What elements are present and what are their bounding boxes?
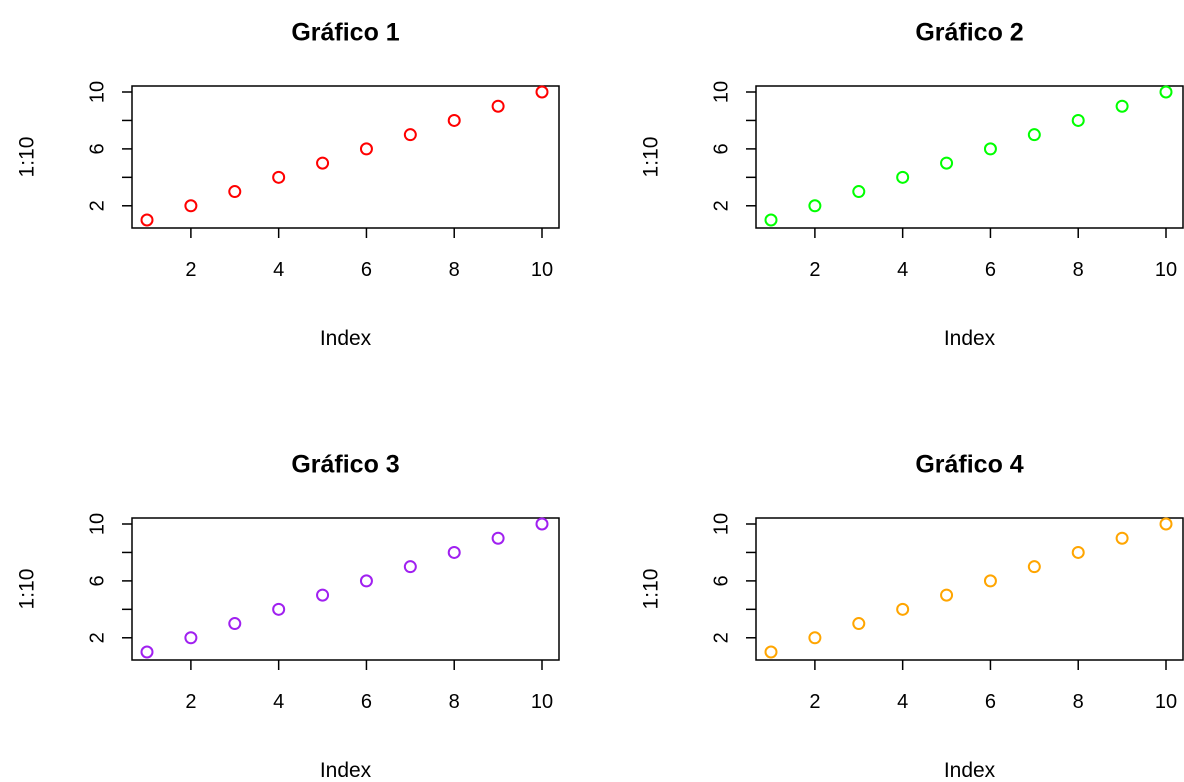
x-axis-label: Index: [320, 759, 372, 782]
x-tick-label: 4: [897, 691, 908, 713]
data-point: [1071, 113, 1085, 127]
x-tick-label: 8: [1073, 691, 1084, 713]
chart-panel-1: Gráfico 1 2 4 6 8 10 2 6 10 Index 1:10: [16, 19, 560, 350]
y-axis-label: 1:10: [16, 569, 39, 610]
x-tick-label: 6: [985, 691, 996, 713]
x-tick-label: 10: [531, 691, 553, 713]
x-tick-label: 2: [809, 691, 820, 713]
data-point: [272, 170, 286, 184]
x-tick-label: 6: [985, 259, 996, 281]
x-axis-label: Index: [320, 327, 372, 350]
data-point: [447, 113, 461, 127]
data-point: [316, 588, 330, 602]
plot-frame: [755, 517, 1184, 661]
data-point: [983, 142, 997, 156]
data-point: [764, 213, 778, 227]
y-tick-label: 6: [710, 575, 732, 586]
data-point: [491, 99, 505, 113]
plot-frame: [131, 85, 560, 229]
data-point: [852, 185, 866, 199]
x-tick-label: 4: [273, 259, 284, 281]
y-tick-label: 6: [710, 143, 732, 154]
chart-panel-4: Gráfico 4 2 4 6 8 10 2 6 10 Index 1:10: [640, 451, 1184, 782]
data-point: [1027, 560, 1041, 574]
data-point: [1159, 517, 1173, 531]
x-tick-label: 8: [1073, 259, 1084, 281]
data-point: [1159, 85, 1173, 99]
x-tick-label: 10: [531, 259, 553, 281]
y-axis-label: 1:10: [640, 137, 663, 178]
y-tick-label: 10: [710, 81, 732, 103]
y-tick-label: 2: [710, 200, 732, 211]
data-point: [1115, 531, 1129, 545]
data-point: [491, 531, 505, 545]
x-tick-label: 2: [185, 259, 196, 281]
chart-panel-2: Gráfico 2 2 4 6 8 10 2 6 10 Index 1:10: [640, 19, 1184, 350]
x-tick-label: 2: [809, 259, 820, 281]
data-point: [896, 602, 910, 616]
x-tick-label: 8: [449, 259, 460, 281]
data-point: [447, 545, 461, 559]
x-tick-label: 10: [1155, 259, 1177, 281]
data-point: [896, 170, 910, 184]
plot-frame: [131, 517, 560, 661]
x-tick-label: 6: [361, 259, 372, 281]
data-point: [228, 617, 242, 631]
y-tick-label: 2: [86, 632, 108, 643]
data-point: [272, 602, 286, 616]
y-tick-label: 2: [710, 632, 732, 643]
chart-panel-3: Gráfico 3 2 4 6 8 10 2 6 10 Index 1:10: [16, 451, 560, 782]
data-point: [808, 631, 822, 645]
y-tick-label: 2: [86, 200, 108, 211]
data-point: [535, 85, 549, 99]
data-point: [852, 617, 866, 631]
y-tick-label: 10: [710, 513, 732, 535]
data-point: [403, 560, 417, 574]
data-point: [535, 517, 549, 531]
plot-frame: [755, 85, 1184, 229]
data-point: [184, 631, 198, 645]
data-point: [316, 156, 330, 170]
data-point: [940, 588, 954, 602]
x-tick-label: 4: [897, 259, 908, 281]
x-axis-label: Index: [944, 327, 996, 350]
chart-title: Gráfico 1: [291, 19, 399, 47]
x-axis-label: Index: [944, 759, 996, 782]
data-point: [1027, 128, 1041, 142]
chart-title: Gráfico 4: [915, 451, 1023, 479]
x-tick-label: 6: [361, 691, 372, 713]
x-tick-label: 2: [185, 691, 196, 713]
data-point: [983, 574, 997, 588]
data-point: [940, 156, 954, 170]
data-point: [228, 185, 242, 199]
data-point: [808, 199, 822, 213]
chart-title: Gráfico 3: [291, 451, 399, 479]
y-axis-label: 1:10: [640, 569, 663, 610]
data-point: [1115, 99, 1129, 113]
data-point: [764, 645, 778, 659]
data-point: [184, 199, 198, 213]
data-point: [403, 128, 417, 142]
y-axis-label: 1:10: [16, 137, 39, 178]
data-point: [359, 574, 373, 588]
data-point: [359, 142, 373, 156]
data-point: [1071, 545, 1085, 559]
y-tick-label: 6: [86, 143, 108, 154]
x-tick-label: 10: [1155, 691, 1177, 713]
y-tick-label: 6: [86, 575, 108, 586]
data-point: [140, 645, 154, 659]
y-tick-label: 10: [86, 81, 108, 103]
chart-title: Gráfico 2: [915, 19, 1023, 47]
data-point: [140, 213, 154, 227]
y-tick-label: 10: [86, 513, 108, 535]
x-tick-label: 4: [273, 691, 284, 713]
x-tick-label: 8: [449, 691, 460, 713]
